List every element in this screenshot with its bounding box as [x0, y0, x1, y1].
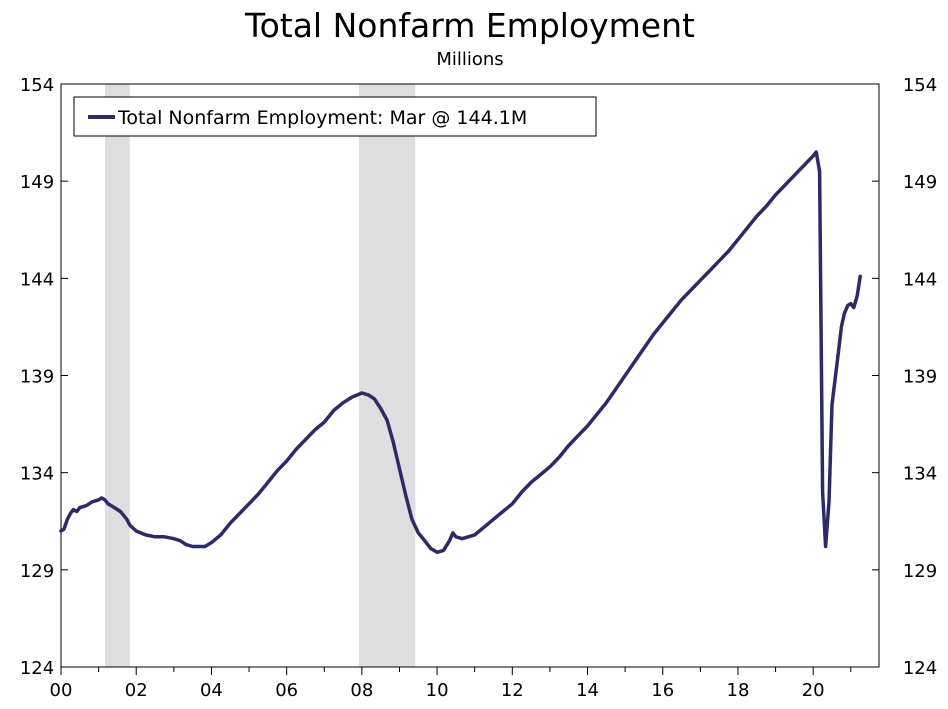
legend-label: Total Nonfarm Employment: Mar @ 144.1M	[117, 107, 527, 129]
x-tick-label: 20	[802, 680, 825, 701]
y-tick-label-left: 129	[20, 561, 54, 582]
y-tick-label-left: 139	[20, 367, 54, 388]
recession-band-2	[358, 84, 416, 667]
x-tick-label: 06	[275, 680, 298, 701]
x-tick-label: 12	[501, 680, 524, 701]
y-tick-label-right: 134	[903, 464, 937, 485]
plot-frame	[60, 83, 880, 668]
y-tick-label-right: 124	[903, 658, 937, 679]
chart-title: Total Nonfarm Employment	[244, 6, 695, 45]
x-tick-label: 04	[200, 680, 223, 701]
x-tick-label: 10	[426, 680, 449, 701]
x-tick-label: 08	[350, 680, 373, 701]
y-tick-label-left: 149	[20, 172, 54, 193]
x-tick-label: 00	[50, 680, 73, 701]
y-tick-label-left: 144	[20, 269, 54, 290]
y-tick-label-left: 124	[20, 658, 54, 679]
x-tick-label: 02	[125, 680, 148, 701]
y-tick-label-left: 154	[20, 75, 54, 96]
y-tick-label-right: 139	[903, 367, 937, 388]
legend: Total Nonfarm Employment: Mar @ 144.1M	[73, 96, 597, 137]
y-tick-label-right: 129	[903, 561, 937, 582]
y-tick-label-left: 134	[20, 464, 54, 485]
recession-shading	[105, 84, 416, 667]
y-tick-label-right: 149	[903, 172, 937, 193]
x-tick-label: 18	[727, 680, 750, 701]
x-tick-label: 16	[651, 680, 674, 701]
x-tick-label: 14	[576, 680, 599, 701]
y-tick-label-right: 154	[903, 75, 937, 96]
series-lines	[59, 150, 862, 555]
axes: 124 124 129 129 134 134 139 139 144 144 149 149 154 1…	[20, 75, 937, 701]
y-tick-label-right: 144	[903, 269, 937, 290]
recession-band-1	[105, 84, 130, 667]
chart-subtitle: Millions	[436, 49, 503, 70]
series-line-1	[59, 150, 862, 555]
legend-box	[73, 96, 597, 137]
